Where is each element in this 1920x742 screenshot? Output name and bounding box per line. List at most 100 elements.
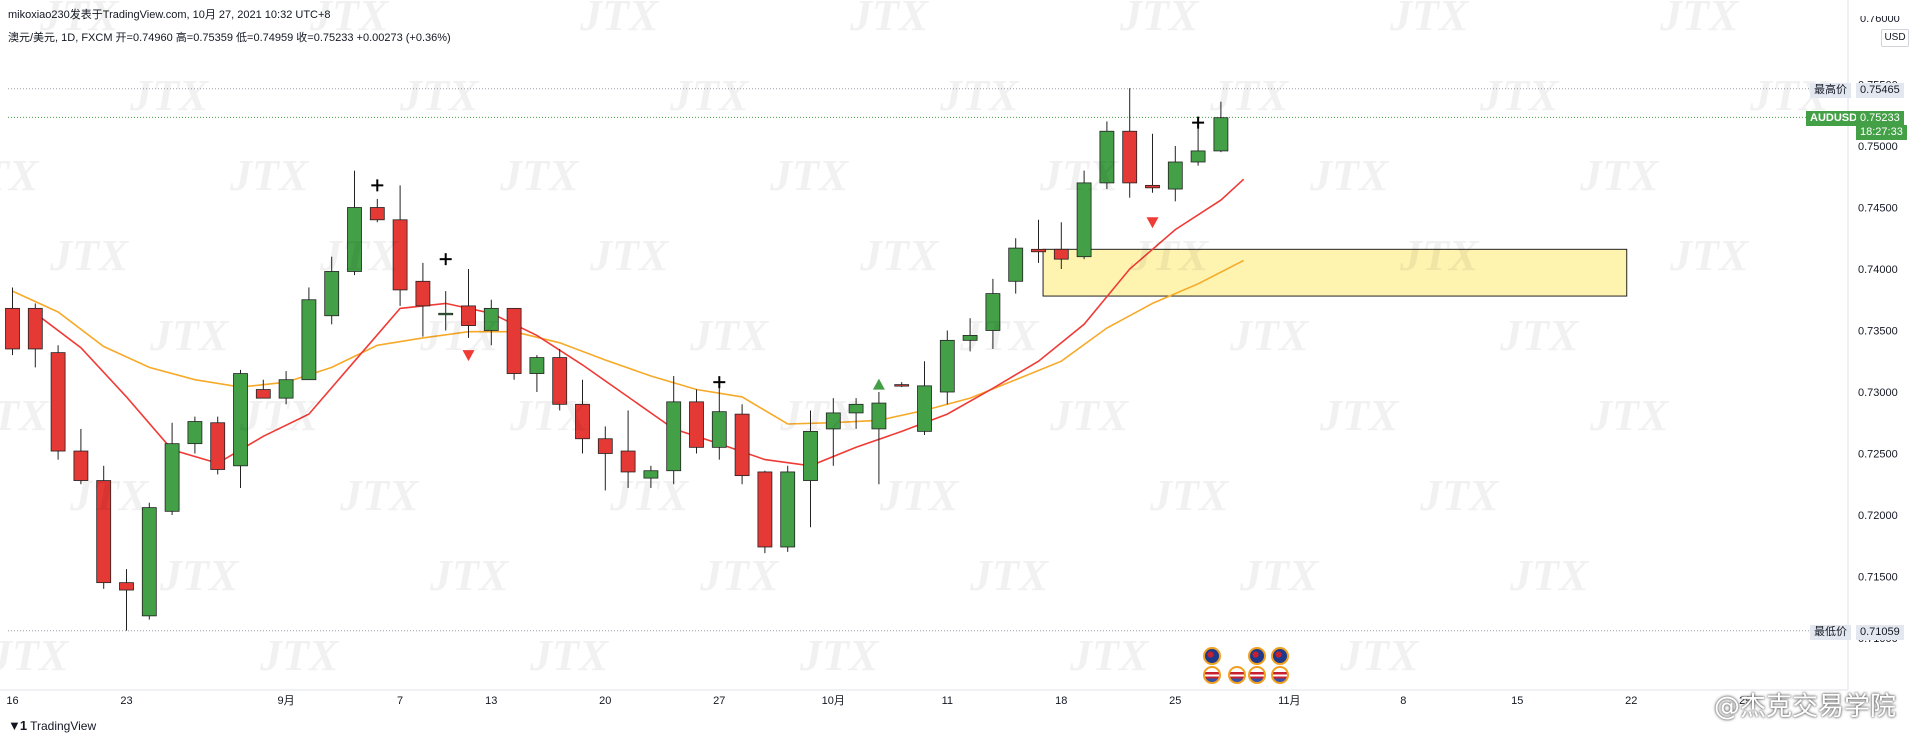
candle xyxy=(1145,133,1160,193)
jtx-watermark: JTX xyxy=(1510,551,1589,600)
candle xyxy=(141,502,157,620)
date-tick-label: 11月 xyxy=(1278,695,1300,707)
jtx-watermark: JTX xyxy=(240,391,319,440)
sell-signal-triangle xyxy=(1146,217,1159,229)
price-tick-label: 0.72500 xyxy=(1858,449,1898,461)
plus-marker xyxy=(439,253,452,266)
candle xyxy=(506,307,522,380)
jtx-watermark: JTX xyxy=(1310,151,1389,200)
candle-body xyxy=(324,271,340,317)
candle-body xyxy=(438,312,454,316)
candle xyxy=(643,465,659,488)
us-event-icon[interactable] xyxy=(1271,666,1289,684)
jtx-watermark: JTX xyxy=(940,71,1019,120)
candle-body xyxy=(50,352,66,452)
candle xyxy=(552,348,568,411)
candle xyxy=(461,269,476,338)
candle xyxy=(825,398,841,466)
candle xyxy=(278,371,294,405)
plus-marker xyxy=(713,376,726,389)
candle xyxy=(1076,170,1092,260)
candle-body xyxy=(529,357,545,374)
jtx-watermark: JTX xyxy=(400,71,479,120)
candle-body xyxy=(119,582,134,591)
date-tick-label: 20 xyxy=(599,695,611,707)
candle xyxy=(73,428,89,485)
jtx-watermark: JTX xyxy=(1660,0,1739,40)
candle-body xyxy=(552,357,568,405)
candle xyxy=(1190,121,1206,166)
jtx-watermark: JTX xyxy=(1130,231,1209,280)
us-event-icon[interactable] xyxy=(1203,666,1221,684)
candle-body xyxy=(141,507,157,617)
jtx-watermark: JTX xyxy=(690,311,769,360)
buy-signal-triangle xyxy=(872,378,885,390)
symbol-label: AUDUSD xyxy=(1806,111,1862,126)
ma-slow-line xyxy=(12,259,1245,425)
candle xyxy=(119,569,134,631)
jtx-watermark: JTX xyxy=(130,71,209,120)
candle-body xyxy=(210,422,226,470)
signal-markers xyxy=(371,116,1205,390)
jtx-watermark: JTX xyxy=(1340,631,1419,680)
us-event-icon[interactable] xyxy=(1248,666,1266,684)
au-event-icon[interactable] xyxy=(1203,647,1221,665)
candle-body xyxy=(347,207,362,272)
date-tick-label: 22 xyxy=(1625,695,1637,707)
currency-selector[interactable]: USD xyxy=(1881,29,1909,47)
jtx-watermark: JTX xyxy=(1240,551,1319,600)
jtx-watermark: JTX xyxy=(1120,0,1199,40)
candle-body xyxy=(96,480,112,584)
jtx-watermark: JTX xyxy=(1390,0,1469,40)
jtx-watermark: JTX xyxy=(150,311,229,360)
price-tick-label: 0.72000 xyxy=(1858,510,1898,522)
candle-body xyxy=(1076,182,1092,258)
us-event-icon[interactable] xyxy=(1228,666,1246,684)
jtx-watermark: JTX xyxy=(340,471,419,520)
zone-rect xyxy=(1042,248,1628,297)
jtx-watermark: JTX xyxy=(260,631,339,680)
candle-body xyxy=(369,207,385,221)
au-event-icon[interactable] xyxy=(1248,647,1266,665)
candle xyxy=(1167,146,1183,202)
candle xyxy=(347,170,362,276)
jtx-watermark: JTX xyxy=(1670,231,1749,280)
jtx-watermark: JTX xyxy=(800,631,879,680)
au-event-icon[interactable] xyxy=(1271,647,1289,665)
candle-body xyxy=(689,401,704,448)
candle-body xyxy=(734,413,750,477)
candle xyxy=(803,410,818,528)
time-axis: 16 23 9月 7 13 20 27 10月 11 18 25 11月 8 15 22 29 xyxy=(6,695,1751,707)
date-tick-label: 18 xyxy=(1055,695,1067,707)
candle-body xyxy=(164,443,180,512)
jtx-watermark: JTX xyxy=(1230,311,1309,360)
date-tick-label: 9月 xyxy=(278,695,295,707)
candle xyxy=(939,330,955,405)
jtx-watermark: JTX xyxy=(0,631,69,680)
candle xyxy=(301,287,317,381)
candle-body xyxy=(415,280,431,307)
last-price-value: 0.75233 xyxy=(1856,111,1904,126)
candle-body xyxy=(894,384,910,387)
plus-marker xyxy=(1192,116,1205,129)
price-axis: 0.755000.750000.745000.740000.735000.730… xyxy=(1858,80,1898,646)
ohlc-legend[interactable]: 澳元/美元, 1D, FXCM 开=0.74960 高=0.75359 低=0.… xyxy=(8,32,451,44)
candle xyxy=(1099,121,1115,190)
jtx-watermark: JTX xyxy=(0,391,49,440)
candle-body xyxy=(917,385,932,432)
jtx-watermark: JTX xyxy=(580,0,659,40)
jtx-watermark: JTX xyxy=(1050,391,1129,440)
candle-body xyxy=(506,307,522,374)
candle xyxy=(164,422,180,515)
jtx-watermark: JTX xyxy=(780,391,859,440)
jtx-watermark: JTX xyxy=(1210,71,1289,120)
candle-body xyxy=(5,307,20,350)
jtx-watermark: JTX xyxy=(1580,151,1659,200)
jtx-watermark: JTX xyxy=(1070,631,1149,680)
candle xyxy=(1213,101,1229,153)
candle xyxy=(1122,88,1138,198)
jtx-watermark: JTX xyxy=(770,151,849,200)
tradingview-logo[interactable]: ▼1 TradingView xyxy=(8,718,96,733)
candle xyxy=(1053,222,1069,269)
